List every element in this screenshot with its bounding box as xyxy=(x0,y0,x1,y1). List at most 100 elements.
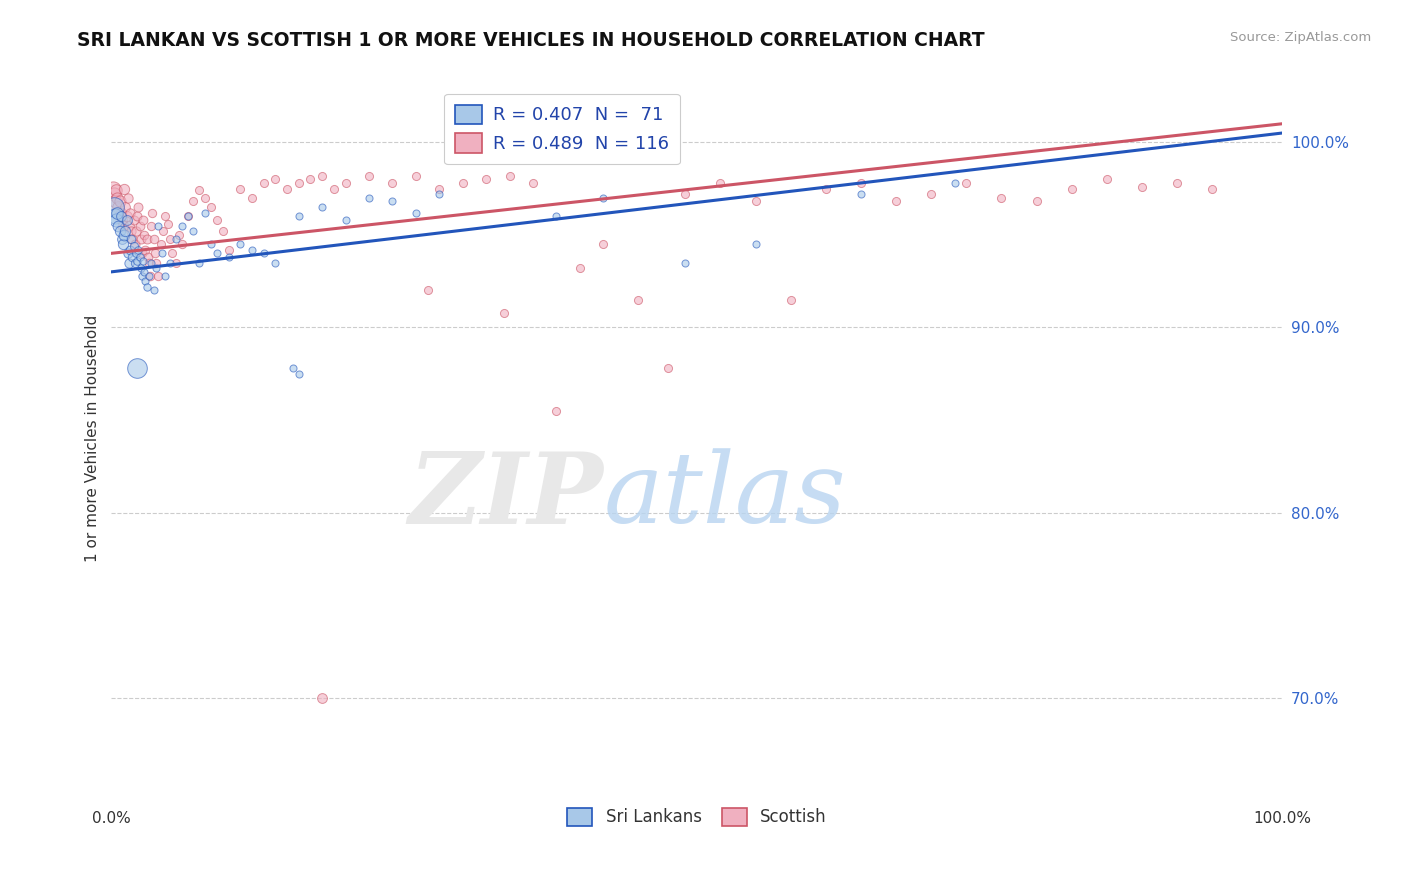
Point xyxy=(183,224,205,238)
Point xyxy=(546,403,568,417)
Point xyxy=(405,205,427,219)
Point xyxy=(142,231,165,245)
Point xyxy=(264,172,287,186)
Point xyxy=(120,205,142,219)
Point xyxy=(288,367,311,381)
Point xyxy=(568,261,591,276)
Point xyxy=(128,250,150,264)
Point xyxy=(744,237,766,252)
Point xyxy=(744,194,766,209)
Point xyxy=(156,217,179,231)
Point xyxy=(103,200,125,214)
Point xyxy=(112,237,135,252)
Point xyxy=(127,361,149,376)
Point xyxy=(475,172,498,186)
Point xyxy=(405,169,427,183)
Point xyxy=(101,181,124,195)
Point xyxy=(492,305,515,319)
Point xyxy=(176,209,198,223)
Point xyxy=(288,176,311,190)
Point xyxy=(105,191,128,205)
Text: Source: ZipAtlas.com: Source: ZipAtlas.com xyxy=(1230,31,1371,45)
Point xyxy=(108,224,131,238)
Point xyxy=(253,176,276,190)
Point xyxy=(105,183,128,197)
Point xyxy=(112,227,135,242)
Point xyxy=(451,176,474,190)
Point xyxy=(884,194,907,209)
Point xyxy=(148,219,170,233)
Point xyxy=(159,231,181,245)
Point xyxy=(118,255,141,269)
Point xyxy=(427,181,450,195)
Point xyxy=(128,219,150,233)
Point xyxy=(114,200,136,214)
Point xyxy=(145,261,167,276)
Point xyxy=(522,176,544,190)
Point xyxy=(143,246,166,260)
Point xyxy=(281,361,304,376)
Point xyxy=(657,361,679,376)
Point xyxy=(141,205,163,219)
Point xyxy=(165,231,187,245)
Point xyxy=(335,213,357,227)
Point xyxy=(218,250,240,264)
Point xyxy=(124,255,146,269)
Point xyxy=(1060,181,1083,195)
Point xyxy=(149,237,172,252)
Point xyxy=(194,191,217,205)
Point xyxy=(135,231,157,245)
Point xyxy=(211,224,233,238)
Point xyxy=(145,255,167,269)
Point xyxy=(955,176,977,190)
Point xyxy=(229,237,252,252)
Point xyxy=(122,239,145,253)
Point xyxy=(131,246,153,260)
Point xyxy=(155,268,177,283)
Point xyxy=(240,243,263,257)
Point xyxy=(104,194,127,209)
Point xyxy=(943,176,966,190)
Point xyxy=(200,200,222,214)
Point xyxy=(381,176,404,190)
Point xyxy=(134,227,156,242)
Point xyxy=(121,250,143,264)
Point xyxy=(920,187,942,202)
Point xyxy=(1201,181,1223,195)
Point xyxy=(129,231,152,245)
Text: atlas: atlas xyxy=(603,449,846,544)
Point xyxy=(124,237,146,252)
Point xyxy=(357,169,380,183)
Point xyxy=(125,224,148,238)
Point xyxy=(121,231,143,245)
Point xyxy=(127,200,149,214)
Point xyxy=(592,237,614,252)
Point xyxy=(183,194,205,209)
Point xyxy=(814,181,837,195)
Point xyxy=(138,255,160,269)
Point xyxy=(129,261,152,276)
Point xyxy=(218,243,240,257)
Point xyxy=(357,191,380,205)
Point xyxy=(118,219,141,233)
Point xyxy=(176,209,198,223)
Point xyxy=(165,255,187,269)
Point xyxy=(115,213,138,227)
Point xyxy=(427,187,450,202)
Point xyxy=(111,213,134,227)
Point xyxy=(673,187,696,202)
Point xyxy=(169,227,191,242)
Point xyxy=(170,237,193,252)
Point xyxy=(673,255,696,269)
Point xyxy=(134,243,156,257)
Point xyxy=(188,183,211,197)
Point xyxy=(188,255,211,269)
Point xyxy=(311,169,333,183)
Point xyxy=(139,268,162,283)
Point xyxy=(111,231,134,245)
Text: SRI LANKAN VS SCOTTISH 1 OR MORE VEHICLES IN HOUSEHOLD CORRELATION CHART: SRI LANKAN VS SCOTTISH 1 OR MORE VEHICLE… xyxy=(77,31,986,50)
Point xyxy=(107,219,129,233)
Point xyxy=(152,224,174,238)
Point xyxy=(709,176,731,190)
Point xyxy=(141,219,163,233)
